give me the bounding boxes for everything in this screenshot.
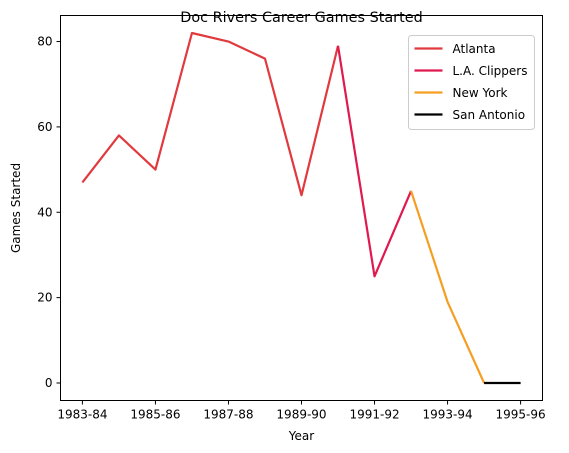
x-axis: 1983-84 1985-86 1987-88 1989-90 1991-92 1993-…	[57, 400, 546, 422]
series-line-2	[410, 190, 486, 384]
y-tick-label: 40	[37, 205, 52, 219]
y-tick-label: 80	[37, 35, 52, 49]
y-tick-label: 20	[37, 291, 52, 305]
legend: Atlanta L.A. Clippers New York San Antonio	[408, 35, 535, 130]
x-tick-label: 1985-86	[130, 408, 180, 422]
chart-title: Doc Rivers Career Games Started	[180, 10, 422, 26]
series-line-1	[336, 45, 413, 278]
legend-label: L.A. Clippers	[453, 64, 528, 78]
plot-lines	[81, 31, 521, 385]
x-tick-label: 1989-90	[276, 408, 326, 422]
series-line-0	[81, 31, 340, 197]
x-tick-label: 1983-84	[57, 408, 107, 422]
y-tick-label: 60	[37, 120, 52, 134]
legend-box	[408, 35, 535, 130]
y-axis: 0 20 40 60 80	[37, 35, 61, 390]
y-axis-label: Games Started	[9, 163, 23, 253]
legend-label: Atlanta	[453, 42, 496, 56]
x-tick-label: 1991-92	[349, 408, 399, 422]
x-tick-label: 1995-96	[496, 408, 546, 422]
x-tick-label: 1993-94	[422, 408, 472, 422]
legend-label: San Antonio	[453, 108, 526, 122]
x-axis-label: Year	[288, 429, 314, 443]
x-tick-label: 1987-88	[203, 408, 253, 422]
legend-label: New York	[453, 86, 508, 100]
y-tick-label: 0	[45, 376, 53, 390]
